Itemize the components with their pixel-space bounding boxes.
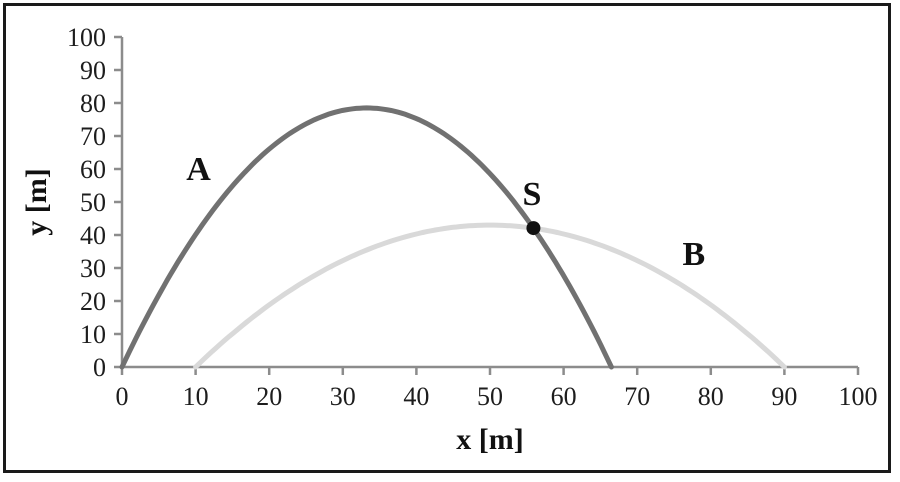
y-axis-title: y [m] — [20, 168, 53, 235]
y-tick-label: 10 — [80, 320, 106, 349]
x-tick-label: 100 — [839, 382, 878, 411]
y-tick-label: 30 — [80, 254, 106, 283]
x-tick-label: 70 — [624, 382, 650, 411]
y-tick-label: 40 — [80, 221, 106, 250]
label-B: B — [683, 236, 706, 273]
x-tick-label: 20 — [256, 382, 282, 411]
figure-frame — [3, 3, 891, 473]
intersection-point-S — [526, 221, 541, 236]
label-S: S — [522, 176, 541, 213]
y-tick-label: 50 — [80, 188, 106, 217]
x-tick-label: 80 — [698, 382, 724, 411]
curve-labels: A S B — [186, 151, 705, 273]
y-tick-label: 80 — [80, 89, 106, 118]
x-tick-label: 40 — [403, 382, 429, 411]
label-A: A — [186, 151, 211, 188]
curve-A — [119, 105, 614, 370]
x-tick-label: 10 — [183, 382, 209, 411]
y-tick-label: 100 — [67, 23, 106, 52]
y-tick-label: 60 — [80, 155, 106, 184]
x-tick-label: 60 — [551, 382, 577, 411]
y-tick-label: 90 — [80, 56, 106, 85]
axes: 0 10 20 30 40 50 60 70 80 90 100 0 10 20 30 40 50 60 70 80 9… — [67, 23, 878, 411]
x-tick-label: 30 — [330, 382, 356, 411]
x-tick-label: 50 — [477, 382, 503, 411]
curve-B — [193, 222, 787, 370]
y-tick-label: 70 — [80, 122, 106, 151]
y-tick-label: 0 — [93, 353, 106, 382]
intersection-marker — [526, 221, 541, 236]
x-tick-label: 90 — [771, 382, 797, 411]
x-tick-label: 0 — [116, 382, 129, 411]
y-tick-label: 20 — [80, 287, 106, 316]
x-axis-title: x [m] — [456, 423, 523, 456]
